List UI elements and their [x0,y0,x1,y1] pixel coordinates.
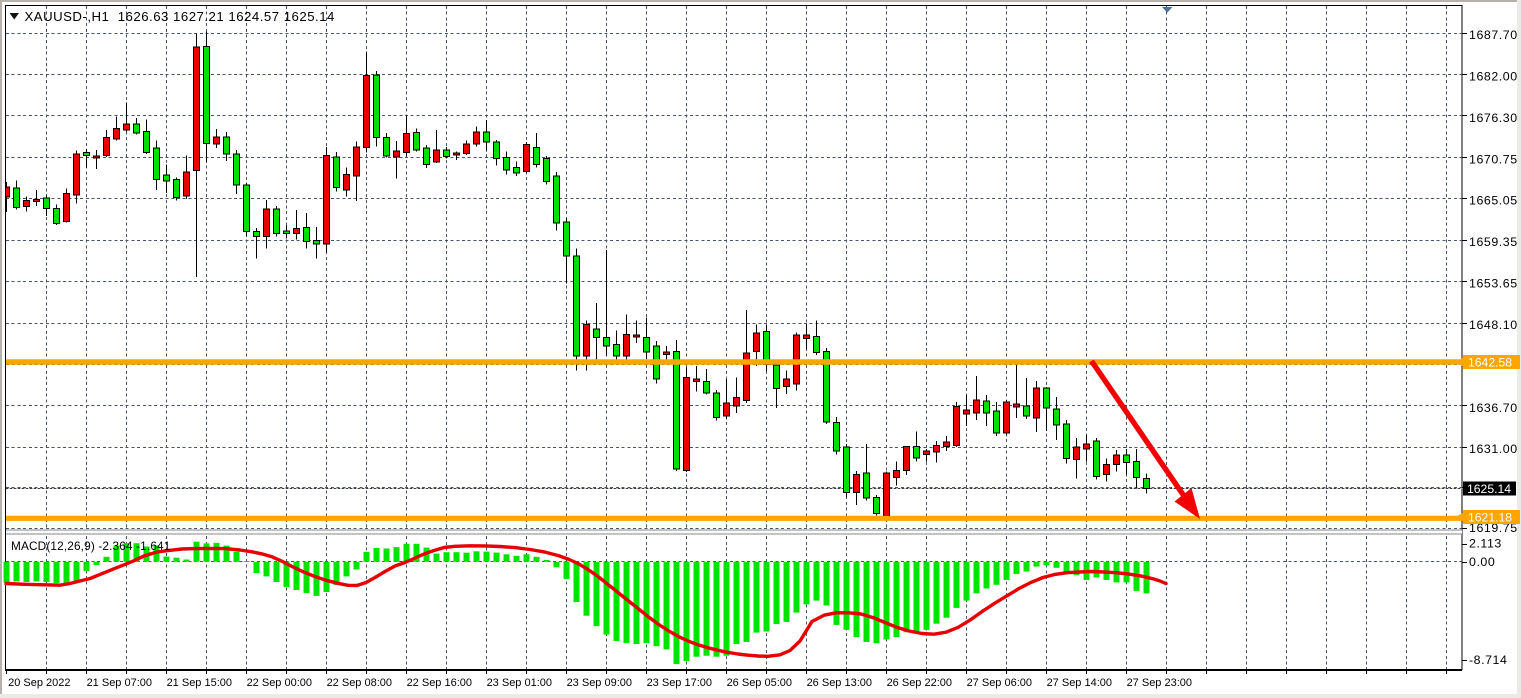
svg-text:0.00: 0.00 [1469,555,1495,569]
svg-text:1642.58: 1642.58 [1468,356,1512,370]
svg-text:1665.05: 1665.05 [1469,194,1518,208]
svg-text:1687.70: 1687.70 [1469,28,1518,42]
svg-text:23 Sep 01:00: 23 Sep 01:00 [487,677,552,689]
svg-text:1659.35: 1659.35 [1469,235,1518,249]
svg-text:1625.14: 1625.14 [1467,482,1511,496]
svg-text:26 Sep 22:00: 26 Sep 22:00 [887,677,952,689]
svg-text:22 Sep 16:00: 22 Sep 16:00 [407,677,472,689]
svg-text:1676.30: 1676.30 [1469,111,1518,125]
svg-text:21 Sep 07:00: 21 Sep 07:00 [87,677,152,689]
svg-text:22 Sep 00:00: 22 Sep 00:00 [247,677,312,689]
svg-text:20 Sep 2022: 20 Sep 2022 [8,677,70,689]
svg-text:-8.714: -8.714 [1469,653,1507,667]
svg-text:1670.75: 1670.75 [1469,152,1518,166]
svg-text:27 Sep 23:00: 27 Sep 23:00 [1127,677,1192,689]
svg-text:1621.18: 1621.18 [1468,511,1512,525]
svg-text:23 Sep 09:00: 23 Sep 09:00 [567,677,632,689]
svg-text:26 Sep 13:00: 26 Sep 13:00 [807,677,872,689]
svg-text:26 Sep 05:00: 26 Sep 05:00 [727,677,792,689]
svg-text:1648.10: 1648.10 [1469,318,1518,332]
svg-text:27 Sep 14:00: 27 Sep 14:00 [1047,677,1112,689]
svg-text:XAUUSD-,H1 1626.63 1627.21 16: XAUUSD-,H1 1626.63 1627.21 1624.57 1625.… [25,9,335,24]
svg-text:27 Sep 06:00: 27 Sep 06:00 [967,677,1032,689]
svg-text:22 Sep 08:00: 22 Sep 08:00 [327,677,392,689]
svg-text:23 Sep 17:00: 23 Sep 17:00 [647,677,712,689]
svg-text:1653.65: 1653.65 [1469,277,1518,291]
svg-text:1631.00: 1631.00 [1469,442,1518,456]
svg-text:21 Sep 15:00: 21 Sep 15:00 [167,677,232,689]
svg-text:1636.70: 1636.70 [1469,401,1518,415]
svg-text:1619.75: 1619.75 [1469,521,1518,535]
svg-text:1682.00: 1682.00 [1469,69,1518,83]
svg-text:2.113: 2.113 [1469,537,1502,551]
svg-text:MACD(12,26,9) -2.364 -1.641: MACD(12,26,9) -2.364 -1.641 [11,539,170,553]
